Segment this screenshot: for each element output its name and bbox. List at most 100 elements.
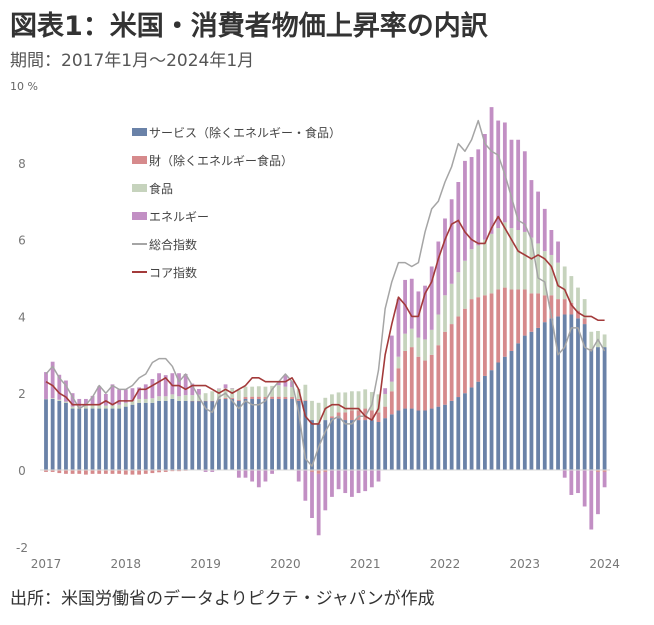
bar-services	[44, 398, 48, 470]
bar-services	[283, 398, 288, 470]
bar-services	[489, 370, 494, 470]
bar-services	[389, 414, 394, 470]
bar-services	[250, 398, 255, 470]
bar-services	[197, 400, 201, 470]
bar-energy	[163, 375, 168, 397]
bar-food	[236, 390, 241, 400]
bar-services	[137, 402, 141, 470]
bar-services	[443, 404, 447, 470]
bar-energy	[456, 182, 461, 273]
legend-label: 財（除くエネルギー食品）	[149, 153, 294, 168]
bar-services	[383, 418, 388, 470]
bar-energy	[549, 230, 554, 255]
bar-food	[423, 339, 427, 361]
bar-energy	[210, 470, 215, 472]
bar-services	[449, 400, 454, 470]
bar-services	[296, 400, 301, 470]
bar-food	[522, 231, 527, 290]
bar-goods	[363, 408, 368, 421]
bar-food	[536, 243, 540, 294]
bar-food	[296, 388, 301, 399]
bar-food	[163, 396, 168, 401]
bar-goods	[177, 470, 181, 472]
bar-services	[77, 408, 82, 470]
bar-energy	[542, 208, 547, 252]
bar-goods	[409, 347, 414, 409]
bar-energy	[363, 470, 368, 492]
bar-energy	[57, 374, 62, 400]
bar-energy	[423, 285, 427, 340]
bar-food	[443, 295, 447, 332]
bar-food	[57, 399, 62, 401]
bar-goods	[449, 324, 454, 401]
bar-food	[509, 228, 514, 290]
bar-services	[343, 420, 348, 470]
bar-goods	[529, 293, 534, 332]
bar-services	[582, 324, 587, 470]
bar-food	[336, 392, 341, 413]
bar-food	[130, 400, 135, 405]
bar-goods	[396, 368, 401, 411]
bar-food	[469, 249, 474, 300]
bar-food	[562, 266, 567, 300]
bar-services	[509, 350, 514, 470]
bar-energy	[203, 470, 208, 472]
bar-food	[589, 331, 594, 350]
bar-services	[396, 410, 401, 470]
line-core	[45, 215, 605, 425]
y-tick-label: 8	[18, 157, 26, 171]
bar-food	[157, 396, 161, 401]
bar-energy	[130, 388, 135, 401]
bar-goods	[536, 293, 540, 328]
bar-energy	[343, 470, 348, 494]
bar-food	[290, 387, 294, 398]
bar-energy	[90, 395, 95, 406]
bar-services	[542, 322, 547, 470]
bar-food	[316, 402, 321, 424]
bar-services	[130, 404, 135, 470]
bar-food	[363, 389, 368, 409]
bar-services	[350, 420, 354, 470]
legend-item-services: サービス（除くエネルギー・食品）	[132, 118, 341, 146]
bar-energy	[576, 470, 580, 494]
legend-label: 総合指数	[149, 237, 198, 252]
bar-goods	[157, 470, 161, 473]
bar-food	[403, 333, 407, 351]
bar-goods	[57, 470, 62, 474]
bar-food	[429, 329, 434, 355]
bar-services	[90, 408, 95, 470]
bar-services	[157, 400, 161, 470]
bar-food	[582, 299, 587, 319]
bar-services	[549, 318, 554, 470]
bar-goods	[137, 470, 141, 475]
legend-label: サービス（除くエネルギー・食品）	[149, 125, 342, 140]
bar-energy	[469, 157, 474, 250]
bar-food	[483, 239, 487, 296]
bar-food	[310, 400, 314, 421]
legend-label: コア指数	[149, 265, 198, 280]
bar-goods	[502, 287, 507, 357]
bar-goods	[103, 470, 108, 474]
bar-goods	[416, 356, 421, 411]
bar-energy	[256, 470, 261, 488]
bar-energy	[516, 139, 521, 230]
bar-food	[416, 337, 421, 357]
bar-goods	[163, 470, 168, 472]
bar-goods	[64, 470, 68, 474]
bar-energy	[350, 470, 354, 497]
bar-goods	[296, 398, 301, 401]
bar-food	[343, 392, 348, 413]
line-group	[45, 119, 606, 467]
bar-food	[389, 381, 394, 392]
bar-services	[323, 420, 328, 470]
x-axis-ticks: 2017 2018 2019 2020 2021 2022 2023 2024	[31, 557, 620, 571]
bar-energy	[602, 471, 607, 488]
bar-goods	[356, 410, 361, 421]
bar-energy	[50, 361, 55, 399]
bar-energy	[223, 384, 228, 389]
bar-goods	[84, 470, 88, 475]
bar-energy	[489, 107, 494, 234]
bar-food	[143, 398, 148, 403]
bar-goods	[443, 331, 447, 405]
bar-energy	[197, 388, 201, 395]
